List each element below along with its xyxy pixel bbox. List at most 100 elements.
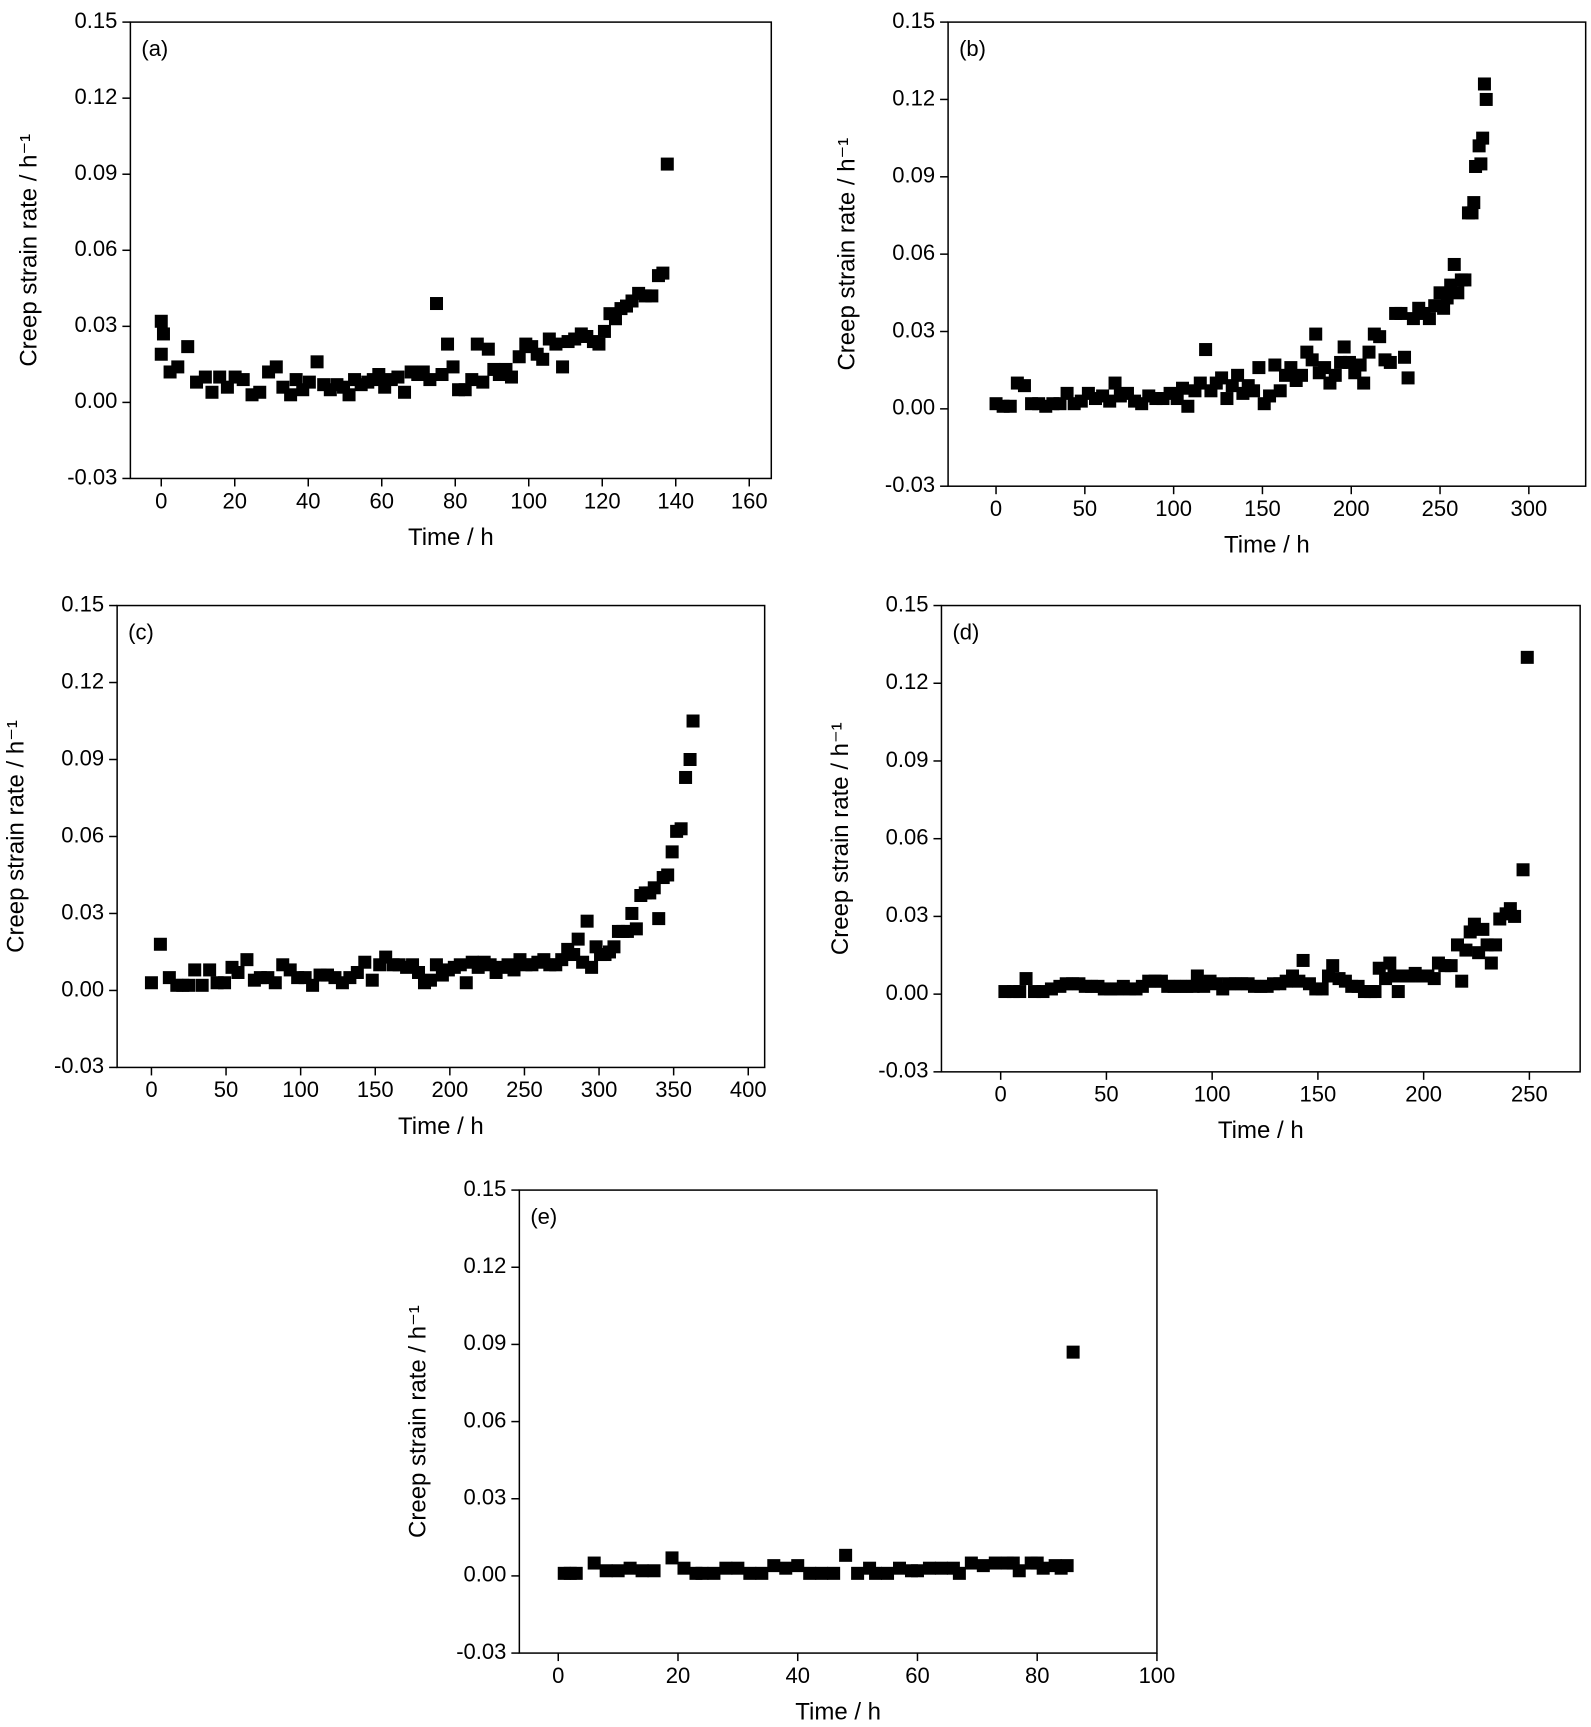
marker xyxy=(569,1566,583,1580)
marker xyxy=(976,1559,990,1573)
y-tick-label: 0.09 xyxy=(61,745,104,770)
marker xyxy=(952,1566,966,1580)
x-tick-label: 100 xyxy=(282,1077,319,1102)
marker xyxy=(269,360,283,374)
y-tick-label: 0.12 xyxy=(464,1253,507,1278)
x-tick-label: 50 xyxy=(1094,1082,1118,1107)
x-tick-label: 80 xyxy=(1025,1663,1049,1688)
marker xyxy=(1292,974,1306,988)
marker xyxy=(213,370,227,384)
marker xyxy=(791,1559,805,1573)
y-axis-label: Creep strain rate / h⁻¹ xyxy=(2,720,29,953)
marker xyxy=(512,350,526,364)
marker xyxy=(1193,376,1207,390)
y-tick-label: -0.03 xyxy=(67,464,117,489)
x-tick-label: 150 xyxy=(357,1077,394,1102)
marker xyxy=(154,314,168,328)
marker xyxy=(218,976,232,990)
marker xyxy=(507,963,521,977)
marker xyxy=(1476,131,1490,145)
marker xyxy=(1406,312,1420,326)
y-tick-label: 0.12 xyxy=(75,84,118,109)
x-tick-label: 300 xyxy=(581,1077,618,1102)
y-axis-label: Creep strain rate / h⁻¹ xyxy=(833,138,860,371)
marker xyxy=(154,347,168,361)
marker xyxy=(1225,379,1239,393)
marker xyxy=(707,1566,721,1580)
x-axis-label: Time / h xyxy=(1218,1117,1304,1144)
marker xyxy=(555,953,569,967)
panel: -0.03 0.00 0.03 0.06 0.09 0.12 0.15 0 20 40 60 80 10… xyxy=(16,8,773,551)
marker xyxy=(679,770,693,784)
marker xyxy=(423,373,437,387)
y-tick-label: 0.03 xyxy=(464,1485,507,1510)
marker xyxy=(629,922,643,936)
marker xyxy=(1458,273,1472,287)
marker xyxy=(964,1556,978,1570)
x-tick-label: 80 xyxy=(443,488,467,513)
marker xyxy=(755,1566,769,1580)
panel-label: (d) xyxy=(952,619,979,644)
marker xyxy=(1516,863,1530,877)
marker xyxy=(441,337,455,351)
marker xyxy=(599,1564,613,1578)
marker xyxy=(171,360,185,374)
marker xyxy=(1231,368,1245,382)
marker xyxy=(1215,371,1229,385)
y-tick-label: 0.06 xyxy=(75,236,118,261)
plot-frame xyxy=(940,604,1581,1073)
x-tick-label: 40 xyxy=(296,488,320,513)
marker xyxy=(1296,953,1310,967)
marker xyxy=(767,1559,781,1573)
marker xyxy=(1315,982,1329,996)
marker xyxy=(446,360,460,374)
marker xyxy=(719,1561,733,1575)
marker xyxy=(1455,974,1469,988)
plot-frame xyxy=(129,21,773,480)
marker xyxy=(1484,956,1498,970)
marker xyxy=(1467,196,1481,210)
panel-label: (b) xyxy=(959,36,986,61)
y-tick-label: 0.12 xyxy=(886,669,929,694)
x-axis-label: Time / h xyxy=(408,524,494,551)
marker xyxy=(1394,306,1408,320)
x-tick-label: 250 xyxy=(1422,496,1459,521)
marker xyxy=(398,385,412,399)
y-tick-label: 0.15 xyxy=(75,8,118,33)
marker xyxy=(372,368,386,382)
panel: -0.03 0.00 0.03 0.06 0.09 0.12 0.15 0 50 100 150 20… xyxy=(2,591,766,1139)
marker xyxy=(1273,384,1287,398)
marker xyxy=(1268,358,1282,372)
y-tick-label: 0.06 xyxy=(464,1407,507,1432)
marker xyxy=(731,1561,745,1575)
x-tick-label: 0 xyxy=(995,1082,1007,1107)
marker xyxy=(236,373,250,387)
marker xyxy=(391,370,405,384)
x-tick-label: 50 xyxy=(214,1077,238,1102)
marker xyxy=(358,955,372,969)
x-tick-label: 40 xyxy=(785,1663,809,1688)
y-tick-label: 0.15 xyxy=(892,8,935,33)
marker xyxy=(647,881,661,895)
marker xyxy=(423,973,437,987)
marker xyxy=(1440,291,1454,305)
x-tick-label: 350 xyxy=(655,1077,692,1102)
y-tick-label: 0.03 xyxy=(61,899,104,924)
marker xyxy=(815,1566,829,1580)
y-tick-label: 0.03 xyxy=(886,902,929,927)
x-tick-label: 200 xyxy=(431,1077,468,1102)
marker xyxy=(1318,361,1332,375)
marker xyxy=(458,383,472,397)
marker xyxy=(922,1561,936,1575)
y-tick-label: 0.06 xyxy=(892,240,935,265)
marker xyxy=(1036,1561,1050,1575)
marker xyxy=(556,360,570,374)
x-tick-label: 100 xyxy=(1139,1663,1176,1688)
x-tick-label: 0 xyxy=(552,1663,564,1688)
marker xyxy=(647,1564,661,1578)
y-tick-label: -0.03 xyxy=(54,1053,104,1078)
marker xyxy=(205,385,219,399)
marker xyxy=(284,388,298,402)
marker xyxy=(365,973,379,987)
marker xyxy=(881,1566,895,1580)
